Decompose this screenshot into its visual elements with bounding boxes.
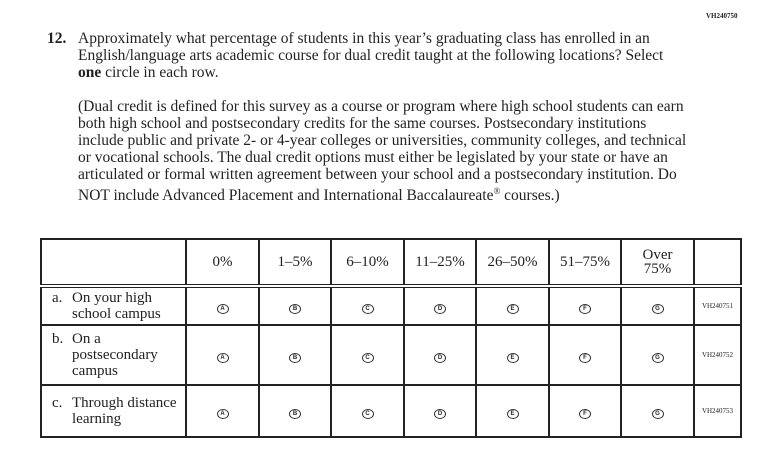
response-cell: D (403, 384, 477, 438)
response-cell: A (185, 324, 260, 386)
response-bubble[interactable]: B (289, 304, 301, 314)
dual-credit-definition: (Dual credit is defined for this survey … (78, 98, 688, 204)
response-cell: A (185, 285, 260, 326)
header-row: 0% 1–5% 6–10% 11–25% 26–50% 51–75% Over 75% (40, 238, 742, 288)
question-text: Approximately what percentage of student… (78, 30, 678, 81)
row-label-text: On a postsecondary campus (72, 331, 158, 379)
response-cell: C (330, 384, 405, 438)
column-header: 11–25% (403, 238, 477, 288)
row-letter: c. (52, 395, 63, 411)
response-bubble[interactable]: G (651, 409, 664, 419)
column-header: Over 75% (620, 238, 695, 288)
definition-text-end: courses.) (500, 187, 560, 205)
response-bubble[interactable]: D (434, 353, 446, 363)
response-bubble[interactable]: F (579, 304, 591, 314)
response-cell: D (403, 285, 477, 326)
response-cell: G (620, 384, 695, 438)
response-bubble[interactable]: A (216, 353, 229, 363)
row-item-id: VH240753 (693, 384, 742, 438)
question-text-emphasis: one (78, 64, 102, 81)
response-bubble[interactable]: F (579, 353, 591, 363)
response-cell: F (548, 324, 622, 386)
column-header: 0% (185, 238, 260, 288)
row-label-text: Through distance learning (72, 395, 177, 427)
row-item-id: VH240752 (693, 324, 742, 386)
response-cell: B (258, 324, 332, 386)
response-cell: B (258, 384, 332, 438)
table-row: b. On a postsecondary campus A B C D E F G VH2407… (40, 324, 742, 386)
row-label: c. Through distance learning (40, 384, 187, 438)
response-bubble[interactable]: A (216, 409, 229, 419)
response-bubble[interactable]: C (361, 353, 374, 363)
header-blank (40, 238, 187, 288)
table-row: c. Through distance learning A B C D E F G VH2407… (40, 384, 742, 438)
response-grid: 0% 1–5% 6–10% 11–25% 26–50% 51–75% Over 75% a.… (40, 238, 742, 438)
question-text-part: Approximately what percentage of student… (78, 30, 664, 64)
registered-mark: ® (493, 186, 501, 196)
column-header: 51–75% (548, 238, 622, 288)
column-header: 26–50% (475, 238, 550, 288)
response-bubble[interactable]: F (579, 409, 591, 419)
row-letter: a. (52, 290, 63, 306)
column-header: 1–5% (258, 238, 332, 288)
response-cell: E (475, 384, 550, 438)
table-row: a. On your high school campus A B C D E F G VH240… (40, 285, 742, 326)
column-header: 6–10% (330, 238, 405, 288)
row-label: a. On your high school campus (40, 285, 187, 326)
response-bubble[interactable]: D (434, 304, 446, 314)
response-cell: F (548, 285, 622, 326)
row-label-text: On your high school campus (72, 290, 161, 322)
response-bubble[interactable]: A (216, 304, 229, 314)
response-cell: C (330, 285, 405, 326)
response-cell: G (620, 285, 695, 326)
response-bubble[interactable]: D (434, 409, 446, 419)
response-bubble[interactable]: E (506, 304, 519, 314)
response-bubble[interactable]: E (506, 409, 519, 419)
response-bubble[interactable]: B (289, 353, 301, 363)
row-item-id: VH240751 (693, 285, 742, 326)
definition-text: (Dual credit is defined for this survey … (78, 98, 687, 205)
response-cell: A (185, 384, 260, 438)
question-number: 12. (47, 30, 67, 47)
row-letter: b. (52, 331, 64, 347)
response-bubble[interactable]: G (651, 353, 664, 363)
response-cell: E (475, 285, 550, 326)
question-text-part: circle in each row. (101, 64, 219, 81)
response-cell: B (258, 285, 332, 326)
response-bubble[interactable]: C (361, 409, 374, 419)
header-id-blank (693, 238, 742, 288)
response-bubble[interactable]: G (651, 304, 664, 314)
response-cell: F (548, 384, 622, 438)
response-cell: G (620, 324, 695, 386)
response-bubble[interactable]: E (506, 353, 519, 363)
response-cell: E (475, 324, 550, 386)
response-cell: C (330, 324, 405, 386)
question-id: VH240750 (706, 12, 738, 20)
response-bubble[interactable]: C (361, 304, 374, 314)
response-bubble[interactable]: B (289, 409, 301, 419)
row-label: b. On a postsecondary campus (40, 324, 187, 386)
response-cell: D (403, 324, 477, 386)
